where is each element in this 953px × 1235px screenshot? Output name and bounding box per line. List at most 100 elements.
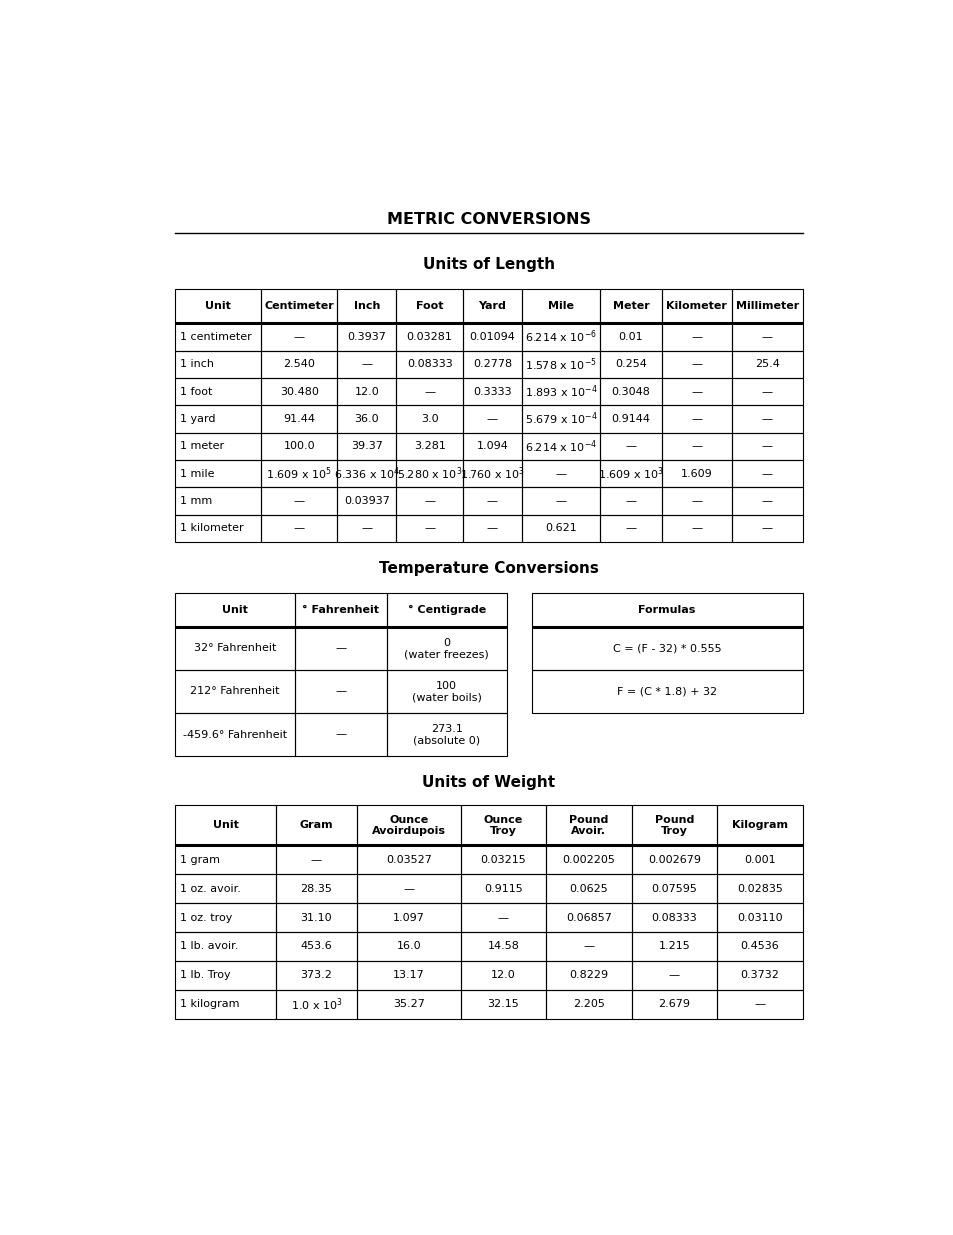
- Text: 5.679 x 10$^{-4}$: 5.679 x 10$^{-4}$: [524, 411, 597, 427]
- Bar: [531, 593, 802, 626]
- Text: 212° Fahrenheit: 212° Fahrenheit: [191, 687, 279, 697]
- Bar: [294, 669, 386, 713]
- Text: —: —: [691, 332, 701, 342]
- Text: Yard: Yard: [478, 301, 506, 311]
- Text: —: —: [361, 524, 372, 534]
- Bar: [731, 515, 802, 542]
- Bar: [462, 515, 521, 542]
- Text: 3.0: 3.0: [420, 414, 438, 424]
- Text: 1 inch: 1 inch: [180, 359, 214, 369]
- Text: —: —: [555, 469, 566, 479]
- Bar: [460, 989, 545, 1019]
- Bar: [660, 324, 731, 351]
- Bar: [174, 903, 275, 932]
- Bar: [717, 961, 802, 989]
- Bar: [731, 432, 802, 461]
- Bar: [261, 461, 337, 488]
- Bar: [386, 713, 506, 756]
- Text: Pound
Troy: Pound Troy: [654, 815, 694, 836]
- Bar: [174, 432, 261, 461]
- Text: Pound
Avoir.: Pound Avoir.: [569, 815, 608, 836]
- Text: 1.609 x 10$^{3}$: 1.609 x 10$^{3}$: [598, 466, 663, 482]
- Bar: [460, 932, 545, 961]
- Bar: [356, 805, 460, 846]
- Text: Formulas: Formulas: [638, 605, 695, 615]
- Bar: [261, 515, 337, 542]
- Text: 1.097: 1.097: [393, 913, 424, 923]
- Text: —: —: [424, 496, 435, 506]
- Text: —: —: [424, 387, 435, 396]
- Bar: [660, 488, 731, 515]
- Bar: [462, 488, 521, 515]
- Text: —: —: [761, 496, 772, 506]
- Bar: [717, 932, 802, 961]
- Text: METRIC CONVERSIONS: METRIC CONVERSIONS: [387, 211, 590, 226]
- Text: 0.07595: 0.07595: [651, 884, 697, 894]
- Text: 91.44: 91.44: [283, 414, 315, 424]
- Bar: [521, 289, 599, 324]
- Text: Unit: Unit: [205, 301, 231, 311]
- Text: 0.9144: 0.9144: [611, 414, 650, 424]
- Bar: [521, 432, 599, 461]
- Text: 2.205: 2.205: [573, 999, 604, 1009]
- Bar: [717, 874, 802, 903]
- Text: 36.0: 36.0: [355, 414, 379, 424]
- Bar: [460, 874, 545, 903]
- Text: Kilogram: Kilogram: [731, 820, 787, 830]
- Text: 32.15: 32.15: [487, 999, 518, 1009]
- Bar: [174, 289, 261, 324]
- Text: 1.0 x 10$^{3}$: 1.0 x 10$^{3}$: [291, 995, 342, 1013]
- Bar: [462, 289, 521, 324]
- Bar: [460, 903, 545, 932]
- Bar: [731, 378, 802, 405]
- Bar: [275, 989, 356, 1019]
- Bar: [545, 903, 631, 932]
- Bar: [174, 669, 294, 713]
- Bar: [174, 713, 294, 756]
- Text: 1.609 x 10$^{5}$: 1.609 x 10$^{5}$: [266, 466, 332, 482]
- Bar: [731, 405, 802, 432]
- Bar: [521, 351, 599, 378]
- Text: —: —: [555, 496, 566, 506]
- Text: —: —: [754, 999, 764, 1009]
- Text: Unit: Unit: [222, 605, 248, 615]
- Bar: [462, 461, 521, 488]
- Bar: [521, 324, 599, 351]
- Bar: [275, 932, 356, 961]
- Text: 373.2: 373.2: [300, 971, 332, 981]
- Text: 1 mm: 1 mm: [180, 496, 213, 506]
- Bar: [660, 289, 731, 324]
- Text: ° Fahrenheit: ° Fahrenheit: [302, 605, 379, 615]
- Bar: [717, 903, 802, 932]
- Bar: [386, 669, 506, 713]
- Bar: [731, 289, 802, 324]
- Text: 28.35: 28.35: [300, 884, 332, 894]
- Bar: [631, 903, 717, 932]
- Text: 0.03110: 0.03110: [737, 913, 782, 923]
- Text: 12.0: 12.0: [491, 971, 516, 981]
- Bar: [731, 351, 802, 378]
- Text: Gram: Gram: [299, 820, 333, 830]
- Bar: [545, 805, 631, 846]
- Text: —: —: [294, 496, 305, 506]
- Text: Mile: Mile: [548, 301, 574, 311]
- Bar: [521, 515, 599, 542]
- Bar: [356, 874, 460, 903]
- Bar: [294, 626, 386, 669]
- Text: 5.280 x 10$^{3}$: 5.280 x 10$^{3}$: [396, 466, 462, 482]
- Bar: [337, 432, 395, 461]
- Text: —: —: [691, 359, 701, 369]
- Bar: [462, 432, 521, 461]
- Text: Units of Weight: Units of Weight: [422, 774, 555, 790]
- Text: Centimeter: Centimeter: [264, 301, 334, 311]
- Bar: [462, 351, 521, 378]
- Text: 0.3937: 0.3937: [347, 332, 386, 342]
- Bar: [717, 805, 802, 846]
- Text: —: —: [691, 441, 701, 451]
- Text: 1 lb. avoir.: 1 lb. avoir.: [180, 941, 238, 951]
- Text: 31.10: 31.10: [300, 913, 332, 923]
- Text: 1 mile: 1 mile: [180, 469, 214, 479]
- Bar: [531, 626, 802, 669]
- Bar: [337, 515, 395, 542]
- Text: 0.06857: 0.06857: [565, 913, 611, 923]
